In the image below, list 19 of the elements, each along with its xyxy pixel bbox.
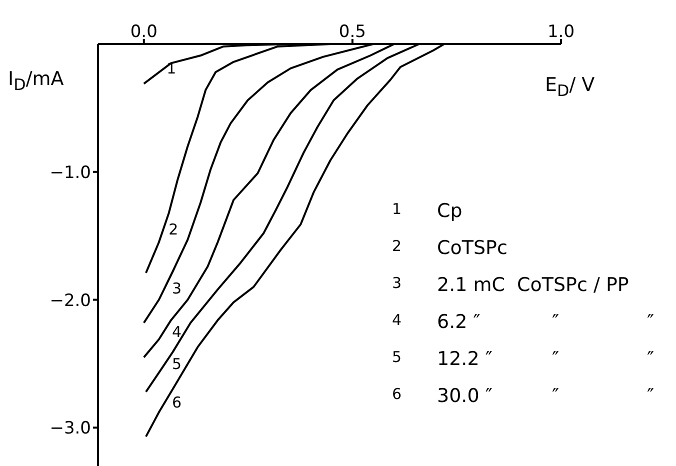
x-tick-label: 0.5 xyxy=(338,22,366,42)
text: 5 12.2 ″ ″ ″ xyxy=(392,348,654,370)
annotation: 4 xyxy=(172,323,182,342)
text: 4 6.2 ″ ″ ″ xyxy=(392,311,654,333)
y-axis-title: I$_{D}$/mA xyxy=(8,68,64,94)
text: 2 CoTSPc xyxy=(392,237,508,259)
text: 6 30.0 ″ ″ ″ xyxy=(392,385,654,407)
x-tick-label: 1.0 xyxy=(547,22,575,42)
y-tick-label: −3.0 xyxy=(50,418,91,439)
y-tick-label: −2.0 xyxy=(50,290,91,311)
y-tick-label: −1.0 xyxy=(50,162,91,183)
text: 3 2.1 mC CoTSPc / PP xyxy=(392,274,629,296)
x-tick-label: 0.0 xyxy=(130,22,158,42)
annotation: 6 xyxy=(172,393,182,412)
annotation: 2 xyxy=(168,220,178,239)
x-axis-title: E$_{D}$/ V xyxy=(545,74,595,100)
annotation: 5 xyxy=(172,355,182,374)
annotation: 3 xyxy=(172,280,182,298)
text: 1 Cp xyxy=(392,200,462,222)
